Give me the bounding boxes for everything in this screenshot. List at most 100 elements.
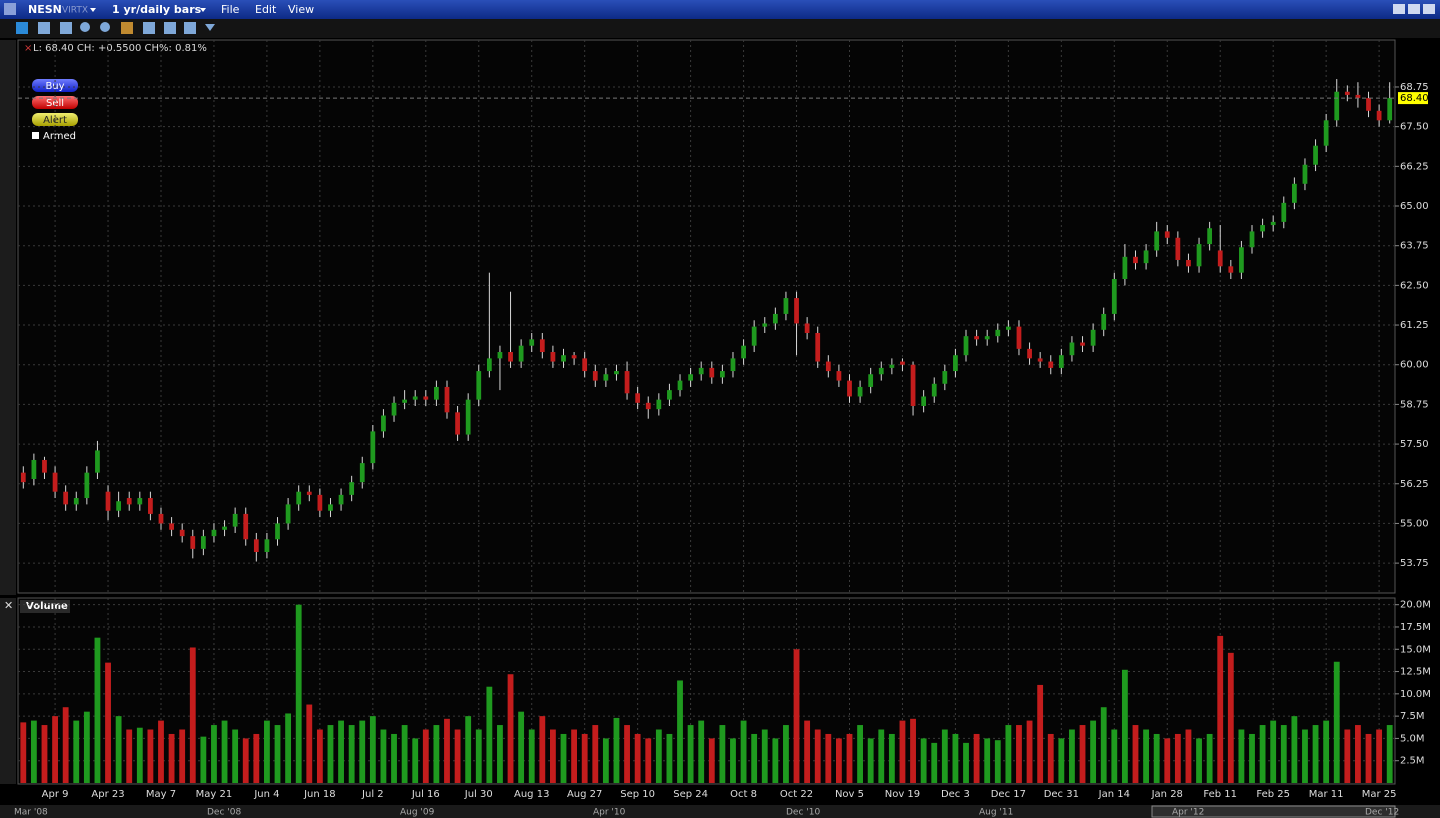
candle-body	[1260, 225, 1265, 232]
candle-body	[1027, 348, 1032, 359]
volume-bar	[1386, 725, 1393, 783]
menu-item[interactable]: View	[288, 3, 314, 16]
x-tick-label: Oct 22	[780, 789, 813, 800]
volume-bar	[783, 725, 789, 783]
volume-bar	[380, 729, 387, 783]
volume-bar	[285, 713, 292, 783]
candle-body	[1344, 91, 1350, 95]
volume-bar	[1185, 729, 1192, 783]
volume-bar	[1333, 661, 1340, 783]
candle-body	[762, 323, 768, 327]
menu-item[interactable]: Edit	[255, 3, 277, 16]
volume-bar	[645, 738, 652, 783]
candle-body	[698, 367, 704, 375]
volume-bar	[888, 733, 895, 783]
volume-bar	[1079, 725, 1086, 783]
candle-body	[1249, 231, 1255, 248]
candle-body	[1323, 120, 1329, 146]
candle-body	[200, 536, 206, 549]
tool-button[interactable]	[38, 22, 50, 34]
volume-bar	[1037, 684, 1044, 783]
volume-bar	[1132, 725, 1139, 783]
candle-body	[953, 355, 958, 372]
volume-bar	[1090, 720, 1097, 783]
volume-title-box	[20, 600, 70, 613]
candle-body	[1037, 358, 1043, 362]
volume-bar	[316, 729, 323, 783]
dropdown-arrow[interactable]	[90, 8, 96, 12]
volume-bar	[1047, 733, 1054, 783]
volume-bar	[1005, 725, 1012, 783]
side-strip	[0, 598, 16, 784]
sell-label[interactable]: Sell	[46, 98, 64, 109]
tool-button[interactable]	[60, 22, 72, 34]
tool-button[interactable]	[121, 22, 133, 34]
y-tick-label: 60.00	[1400, 360, 1429, 371]
volume-bar	[878, 729, 885, 783]
title-bar	[0, 0, 1440, 19]
alert-button[interactable]	[32, 113, 78, 126]
side-strip	[0, 40, 16, 595]
volume-bar	[158, 720, 164, 783]
candle-body	[1090, 329, 1096, 346]
candle-body	[381, 415, 386, 432]
volume-bar	[264, 720, 270, 783]
x-tick-label: Dec 17	[991, 789, 1026, 800]
tool-button[interactable]	[80, 22, 90, 32]
menu-item[interactable]: File	[221, 3, 240, 16]
volume-bar	[497, 725, 503, 783]
exchange[interactable]: VIRTX	[62, 6, 88, 16]
candle-body	[900, 361, 905, 365]
close-info[interactable]: ×	[24, 43, 32, 54]
tool-button[interactable]	[100, 22, 110, 32]
navigator-window[interactable]	[1151, 805, 1396, 818]
volume-bar	[1312, 725, 1319, 783]
volume-bar	[412, 738, 419, 783]
volume-bar	[41, 725, 48, 783]
candle-body	[1069, 342, 1075, 356]
volume-bar	[994, 740, 1001, 783]
navigator[interactable]	[0, 805, 1440, 818]
candle-body	[444, 386, 450, 413]
candle-body	[222, 526, 227, 530]
close-panel[interactable]: ✕	[4, 599, 13, 612]
tool-button[interactable]	[16, 22, 28, 34]
y-tick-label: 10.0M	[1400, 689, 1431, 700]
x-tick-label: Apr 23	[91, 789, 124, 800]
volume-bar	[708, 738, 715, 783]
y-tick-label: 53.75	[1400, 558, 1429, 569]
volume-bar	[1100, 707, 1107, 783]
volume-bar	[1206, 733, 1213, 783]
tool-button[interactable]	[164, 22, 176, 34]
dropdown-arrow[interactable]	[200, 8, 206, 12]
candle-body	[529, 339, 535, 346]
tool-button[interactable]	[184, 22, 196, 34]
candle-body	[486, 358, 492, 372]
close-button[interactable]	[1423, 4, 1435, 14]
armed-label[interactable]: Armed	[43, 131, 76, 142]
candle-body	[741, 345, 746, 359]
tool-button[interactable]	[205, 24, 215, 31]
x-tick-label: Jul 16	[411, 789, 440, 800]
tool-button[interactable]	[143, 22, 155, 34]
sell-button[interactable]	[32, 96, 78, 109]
candle-body	[1080, 342, 1085, 346]
maximize-button[interactable]	[1408, 4, 1420, 14]
candle-body	[518, 345, 524, 362]
armed-checkbox[interactable]	[32, 132, 39, 139]
volume-bar	[1196, 738, 1202, 783]
candle-body	[296, 491, 302, 505]
volume-bar	[1302, 729, 1308, 783]
symbol[interactable]: NESN	[28, 3, 62, 16]
volume-bar	[1227, 652, 1234, 783]
candle-body	[84, 472, 90, 499]
candle-body	[126, 498, 132, 505]
candle-body	[349, 482, 355, 495]
volume-bar	[920, 738, 927, 783]
chart-layer: 53.75 55.00 56.25 57.50 58.75 60.00 61.25 62.50…	[14, 40, 1431, 818]
volume-bar	[83, 711, 90, 783]
minimize-button[interactable]	[1393, 4, 1405, 14]
candle-body	[709, 367, 715, 378]
period[interactable]: 1 yr/daily bars	[112, 3, 202, 16]
